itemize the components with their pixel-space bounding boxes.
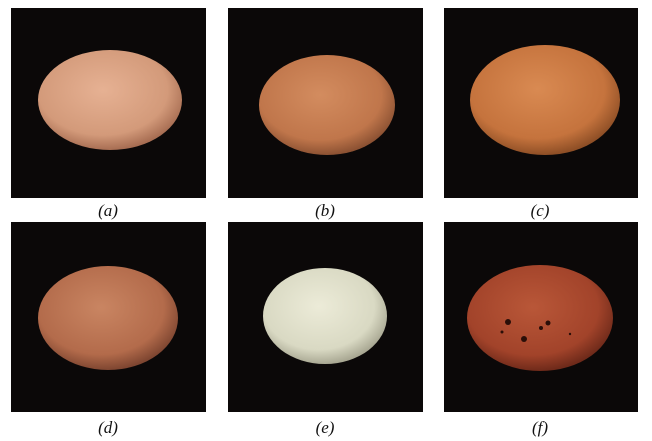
panel-label: (b) [315,201,335,220]
egg [259,55,395,155]
egg [38,266,178,370]
figure: (a) (b) (c) (d) (e) (f) [0,0,652,441]
panel: (d) [11,222,206,437]
panel: (f) [444,222,638,437]
panel: (c) [444,8,638,220]
panel: (a) [11,8,206,220]
panel-label: (e) [316,418,335,437]
panel-label: (f) [532,418,548,437]
panel-label: (c) [531,201,550,220]
egg [467,265,613,371]
panel-label: (a) [98,201,118,220]
panel: (b) [228,8,423,220]
panel: (e) [228,222,423,437]
page: (a) (b) (c) (d) (e) (f) (() => { const d… [0,0,652,441]
panel-label: (d) [98,418,118,437]
egg [263,268,387,364]
egg [38,50,182,150]
egg [470,45,620,155]
